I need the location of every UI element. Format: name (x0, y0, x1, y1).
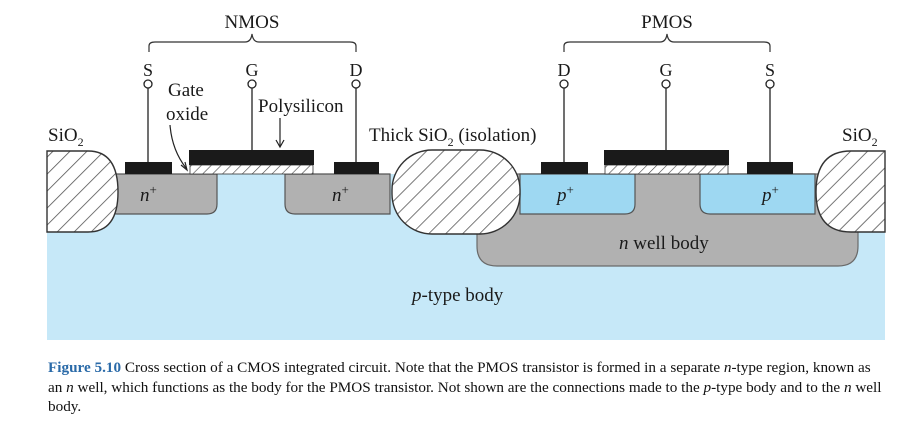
n-well-body-label: n well body (619, 233, 709, 254)
pmos-source-terminal: S (765, 60, 775, 80)
pmos-gate-terminal: G (660, 60, 673, 80)
pmos-drain-contact (541, 162, 588, 174)
pmos-source-contact (747, 162, 793, 174)
thick-sio2-label: Thick SiO2 (isolation) (369, 125, 537, 149)
nmos-source-n-plus-label: n+ (140, 182, 157, 206)
caption-text: -type body and to the (711, 378, 844, 396)
caption-italic: n (723, 359, 732, 376)
gate-oxide-label-line2: oxide (166, 104, 208, 125)
figure-caption: Figure 5.10 Cross section of a CMOS inte… (48, 358, 884, 417)
sio2-right-label: SiO2 (842, 125, 878, 149)
nmos-gate-terminal: G (246, 60, 259, 80)
pmos-drain-p-plus-label: p+ (555, 182, 574, 206)
nmos-label: NMOS (225, 12, 280, 33)
nmos-source-n-plus-region (106, 173, 218, 215)
gate-oxide-arrow (169, 124, 187, 169)
terminal-wires (143, 79, 775, 162)
pmos-source-p-plus-label: p+ (760, 182, 779, 206)
nmos-gate-oxide (189, 164, 314, 175)
caption-italic: n (66, 378, 74, 396)
pmos-gate-oxide (604, 164, 729, 175)
pmos-drain-terminal: D (558, 60, 571, 80)
nmos-source-terminal: S (143, 60, 153, 80)
caption-italic: n (843, 378, 852, 396)
pmos-polysilicon-gate (604, 150, 729, 165)
caption-text: -type region, known as an (48, 359, 871, 396)
right-sio2-isolation (815, 150, 886, 233)
nmos-source-contact (125, 162, 172, 174)
left-sio2-isolation (46, 150, 119, 233)
nmos-drain-n-plus-region (284, 173, 391, 215)
figure-label: Figure 5.10 (48, 359, 122, 376)
caption-text: Cross section of a CMOS integrated circu… (121, 359, 724, 376)
pmos-brace (563, 33, 771, 52)
pmos-source-p-plus-region (699, 173, 816, 215)
caption-text: well, which functions as the body for th… (73, 378, 704, 396)
p-type-body-label: p-type body (410, 285, 504, 306)
nmos-drain-terminal: D (350, 60, 363, 80)
caption-text: well body. (48, 378, 882, 416)
gate-oxide-arrowhead (180, 161, 189, 172)
caption-italic: p (703, 378, 712, 396)
thick-sio2-isolation (391, 149, 521, 235)
nmos-drain-n-plus-label: n+ (332, 182, 349, 206)
pmos-drain-p-plus-region (519, 173, 636, 215)
nmos-drain-contact (334, 162, 379, 174)
gate-oxide-label-line1: Gate (168, 80, 204, 101)
sio2-left-label: SiO2 (48, 125, 84, 149)
nmos-brace (148, 33, 357, 52)
polysilicon-label: Polysilicon (258, 96, 344, 117)
pmos-label: PMOS (641, 12, 693, 33)
polysilicon-arrowhead (275, 139, 285, 149)
cmos-cross-section-diagram: NMOS PMOS S G D D G S Gate oxide Polysil… (46, 12, 886, 340)
nmos-polysilicon-gate (189, 150, 314, 165)
